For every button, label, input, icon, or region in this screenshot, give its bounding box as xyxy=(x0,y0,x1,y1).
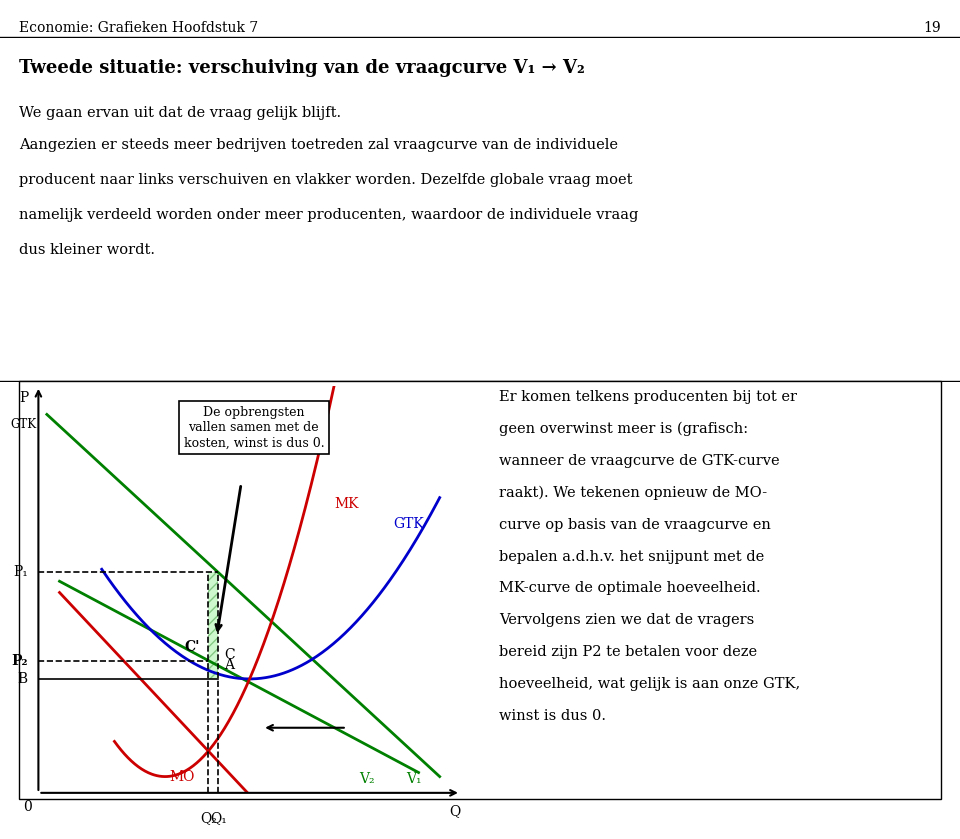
Text: P: P xyxy=(19,391,28,405)
Text: C': C' xyxy=(184,640,200,654)
Text: winst is dus 0.: winst is dus 0. xyxy=(499,709,606,723)
Text: Er komen telkens producenten bij tot er: Er komen telkens producenten bij tot er xyxy=(499,390,797,404)
Text: bepalen a.d.h.v. het snijpunt met de: bepalen a.d.h.v. het snijpunt met de xyxy=(499,550,764,564)
Text: raakt). We tekenen opnieuw de MO-: raakt). We tekenen opnieuw de MO- xyxy=(499,486,767,500)
Text: Economie: Grafieken Hoofdstuk 7: Economie: Grafieken Hoofdstuk 7 xyxy=(19,21,258,35)
Text: GTK: GTK xyxy=(394,518,424,531)
Text: Q₂: Q₂ xyxy=(200,811,217,826)
Text: dus kleiner wordt.: dus kleiner wordt. xyxy=(19,243,156,258)
Text: P₁: P₁ xyxy=(13,565,28,580)
Text: geen overwinst meer is (grafisch:: geen overwinst meer is (grafisch: xyxy=(499,422,749,436)
Text: producent naar links verschuiven en vlakker worden. Dezelfde globale vraag moet: producent naar links verschuiven en vlak… xyxy=(19,173,633,187)
Text: namelijk verdeeld worden onder meer producenten, waardoor de individuele vraag: namelijk verdeeld worden onder meer prod… xyxy=(19,208,638,222)
Text: MK-curve de optimale hoeveelheid.: MK-curve de optimale hoeveelheid. xyxy=(499,581,761,596)
Text: Q: Q xyxy=(449,804,460,818)
Text: bereid zijn P2 te betalen voor deze: bereid zijn P2 te betalen voor deze xyxy=(499,645,757,659)
Polygon shape xyxy=(208,572,218,679)
Text: P₂: P₂ xyxy=(12,654,28,668)
Text: hoeveelheid, wat gelijk is aan onze GTK,: hoeveelheid, wat gelijk is aan onze GTK, xyxy=(499,677,801,691)
Text: curve op basis van de vraagcurve en: curve op basis van de vraagcurve en xyxy=(499,518,771,532)
Text: Vervolgens zien we dat de vragers: Vervolgens zien we dat de vragers xyxy=(499,613,755,628)
Text: B: B xyxy=(17,672,28,686)
Text: Aangezien er steeds meer bedrijven toetreden zal vraagcurve van de individuele: Aangezien er steeds meer bedrijven toetr… xyxy=(19,138,618,152)
Text: Q₁: Q₁ xyxy=(210,811,227,826)
Text: We gaan ervan uit dat de vraag gelijk blijft.: We gaan ervan uit dat de vraag gelijk bl… xyxy=(19,106,342,120)
Text: MK: MK xyxy=(334,497,359,511)
Text: C: C xyxy=(225,648,235,662)
Text: A: A xyxy=(225,658,234,672)
Text: V₂: V₂ xyxy=(359,772,375,785)
Text: Tweede situatie: verschuiving van de vraagcurve V₁ → V₂: Tweede situatie: verschuiving van de vra… xyxy=(19,59,585,76)
Text: 0: 0 xyxy=(23,800,33,814)
Text: MO: MO xyxy=(169,769,195,784)
Text: GTK: GTK xyxy=(11,418,36,431)
Text: V₁: V₁ xyxy=(406,772,421,785)
Text: De opbrengsten
vallen samen met de
kosten, winst is dus 0.: De opbrengsten vallen samen met de koste… xyxy=(183,406,324,450)
Text: 19: 19 xyxy=(924,21,941,35)
Text: wanneer de vraagcurve de GTK-curve: wanneer de vraagcurve de GTK-curve xyxy=(499,454,780,468)
